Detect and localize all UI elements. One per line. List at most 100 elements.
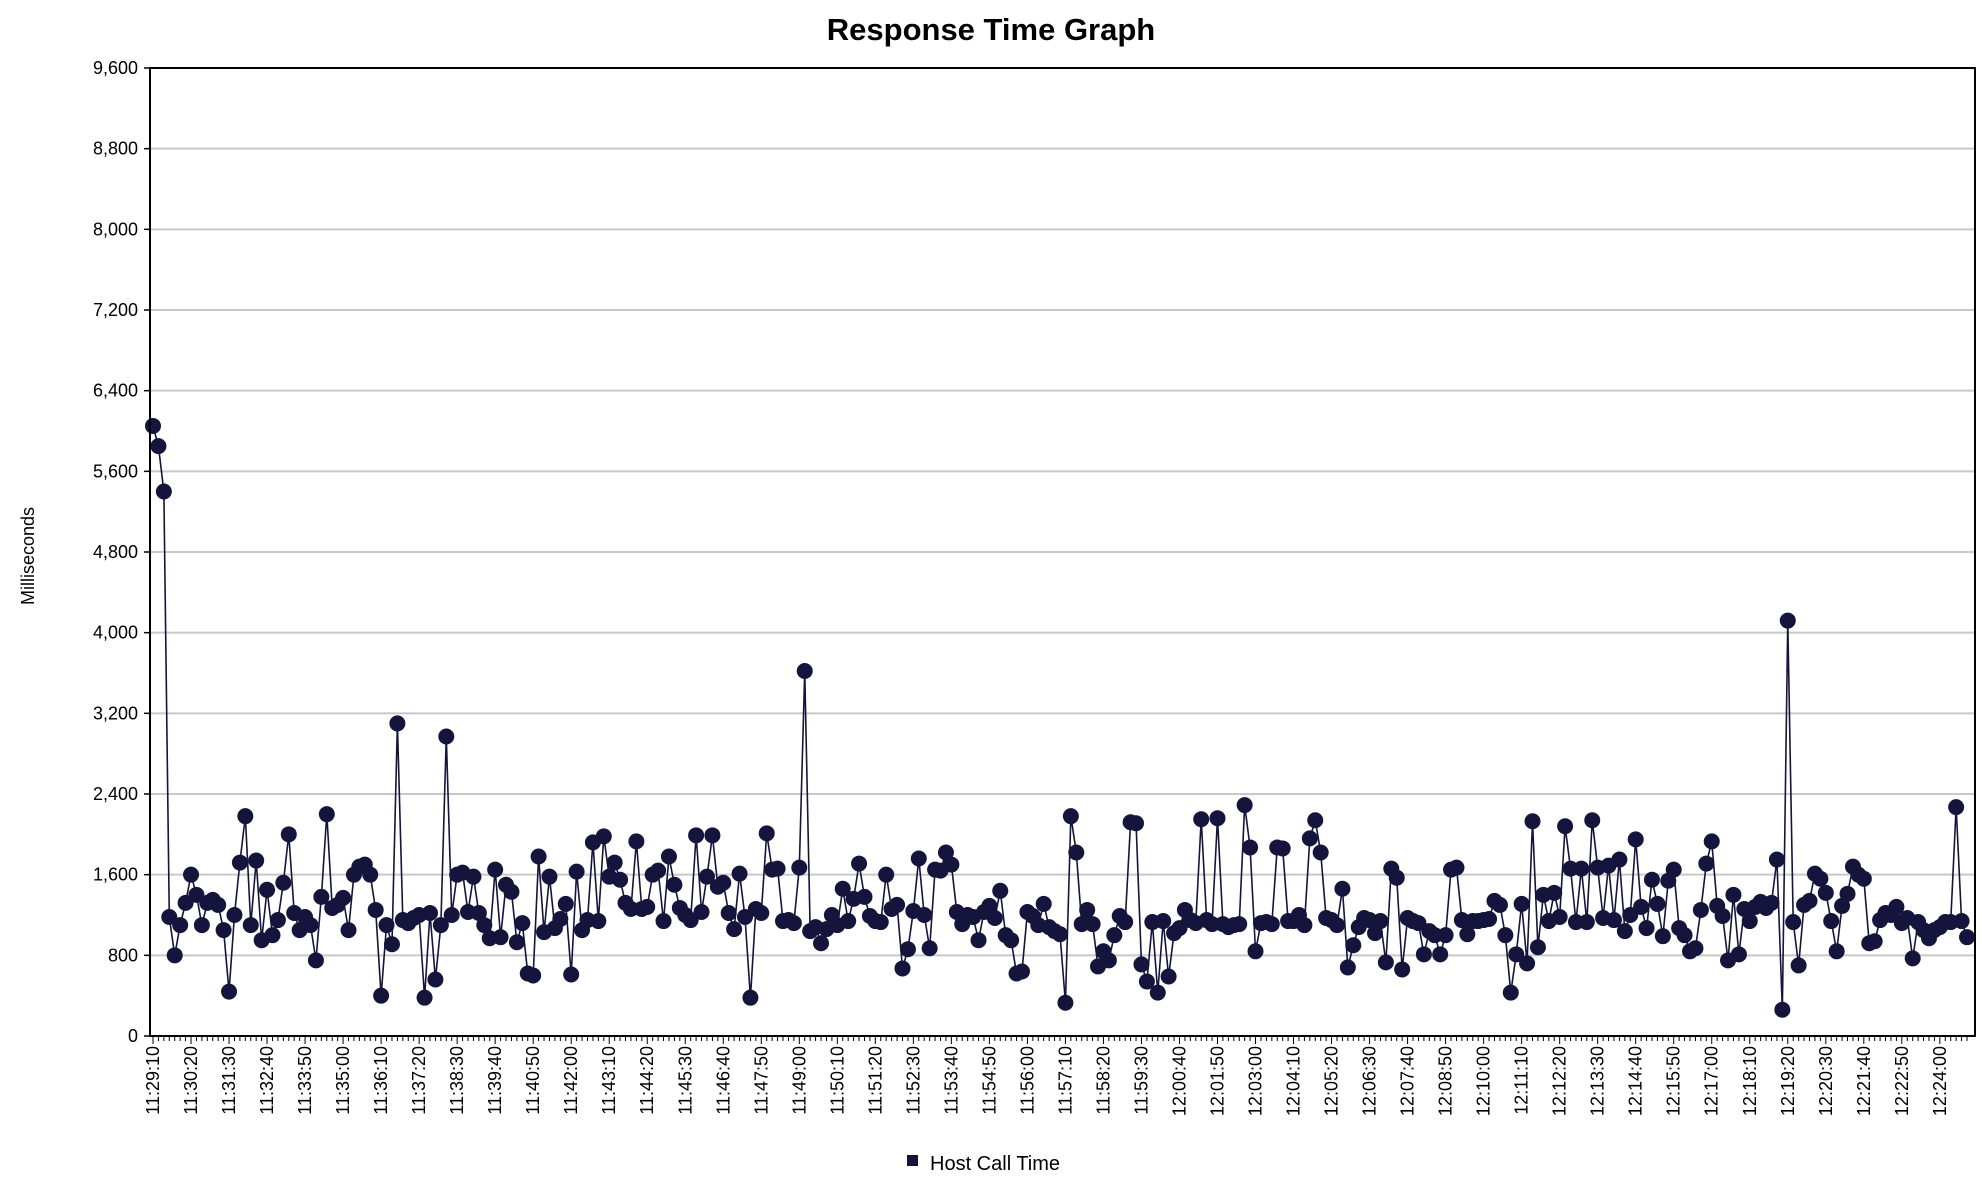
data-point — [389, 715, 406, 732]
data-point — [275, 874, 292, 891]
data-point — [1616, 923, 1633, 940]
x-tick-label: 12:21:40 — [1854, 1046, 1874, 1116]
data-point — [1437, 927, 1454, 944]
data-point — [1193, 811, 1210, 828]
data-point — [1823, 913, 1840, 930]
data-point — [1415, 946, 1432, 963]
data-point — [1546, 884, 1563, 901]
data-point — [1665, 861, 1682, 878]
data-point — [894, 960, 911, 977]
data-point — [726, 921, 743, 938]
data-point — [1003, 932, 1020, 949]
data-point — [1231, 916, 1248, 933]
data-point — [1052, 926, 1068, 943]
data-point — [1448, 859, 1465, 876]
data-point — [1312, 844, 1329, 861]
data-point — [834, 880, 851, 897]
data-point — [432, 917, 449, 934]
data-point — [514, 915, 531, 932]
data-point — [476, 917, 493, 934]
data-point — [986, 910, 1003, 927]
data-point — [503, 883, 520, 900]
data-point — [1774, 1001, 1791, 1018]
y-tick-label: 8,800 — [93, 139, 138, 159]
x-tick-label: 12:12:20 — [1550, 1046, 1570, 1116]
data-point — [427, 971, 444, 988]
x-tick-label: 11:52:30 — [903, 1046, 923, 1115]
data-point — [215, 922, 232, 939]
x-tick-label: 11:44:20 — [637, 1046, 657, 1115]
data-point — [237, 808, 254, 825]
x-tick-label: 12:13:30 — [1588, 1046, 1608, 1116]
data-point — [1888, 898, 1905, 915]
data-point — [878, 866, 895, 883]
data-point — [150, 438, 167, 455]
data-point — [166, 947, 183, 964]
data-point — [1334, 880, 1351, 897]
x-tick-label: 12:03:00 — [1246, 1046, 1266, 1116]
data-point — [1828, 943, 1845, 960]
data-point — [1513, 895, 1530, 912]
x-tick-label: 11:32:40 — [257, 1046, 277, 1115]
data-point — [731, 865, 748, 882]
data-point — [1491, 896, 1508, 913]
data-point — [660, 848, 677, 865]
data-point — [259, 881, 276, 898]
data-point — [1654, 928, 1671, 945]
x-tick-label: 11:53:40 — [941, 1046, 961, 1115]
x-tick-label: 11:38:30 — [447, 1046, 467, 1115]
data-point — [1117, 914, 1134, 931]
x-tick-label: 11:42:00 — [561, 1046, 581, 1115]
x-tick-label: 12:00:40 — [1169, 1046, 1189, 1116]
data-point — [1529, 939, 1546, 956]
data-point — [1502, 984, 1519, 1001]
chart-title: Response Time Graph — [827, 12, 1155, 47]
x-tick-label: 11:43:10 — [599, 1046, 619, 1115]
x-tick-label: 12:18:10 — [1740, 1046, 1760, 1116]
x-tick-label: 12:07:40 — [1398, 1046, 1418, 1116]
data-point — [796, 662, 813, 679]
y-tick-label: 8,000 — [93, 219, 138, 239]
data-point — [1155, 913, 1172, 930]
data-point — [1633, 898, 1650, 915]
y-tick-label: 3,200 — [93, 703, 138, 723]
x-tick-label: 12:08:50 — [1436, 1046, 1456, 1116]
x-tick-label: 11:56:00 — [1017, 1046, 1037, 1115]
data-point — [1328, 917, 1345, 934]
data-point — [1790, 957, 1807, 974]
data-point — [1345, 937, 1362, 954]
data-point — [1627, 831, 1644, 848]
x-tick-label: 12:14:40 — [1626, 1046, 1646, 1116]
data-point — [1785, 914, 1802, 931]
data-point — [1801, 892, 1818, 909]
data-point — [1100, 952, 1117, 969]
x-tick-label: 11:50:10 — [827, 1046, 847, 1115]
data-point — [416, 989, 433, 1006]
x-tick-label: 12:20:30 — [1816, 1046, 1836, 1116]
data-point — [525, 967, 542, 984]
x-tick-label: 11:33:50 — [295, 1046, 315, 1115]
data-point — [1605, 912, 1622, 929]
data-point — [221, 983, 238, 1000]
data-point — [698, 868, 715, 885]
data-point — [1339, 959, 1356, 976]
data-point — [720, 904, 737, 921]
y-axis: 0 800 1,600 2,400 3,200 4,000 4,800 5,600 6,400 7… — [93, 58, 150, 1046]
data-point — [318, 806, 335, 823]
data-point — [1866, 933, 1883, 950]
data-point — [992, 882, 1009, 899]
data-point — [465, 868, 482, 885]
data-point — [1649, 895, 1666, 912]
data-point — [1263, 916, 1280, 933]
y-tick-label: 800 — [108, 945, 138, 965]
x-tick-label: 12:19:20 — [1778, 1046, 1798, 1116]
y-tick-label: 4,800 — [93, 542, 138, 562]
data-point — [421, 904, 438, 921]
data-point — [785, 915, 802, 932]
data-point — [307, 952, 324, 969]
gridlines — [150, 147, 1975, 957]
data-point — [1692, 901, 1709, 918]
x-tick-label: 11:57:10 — [1055, 1046, 1075, 1115]
